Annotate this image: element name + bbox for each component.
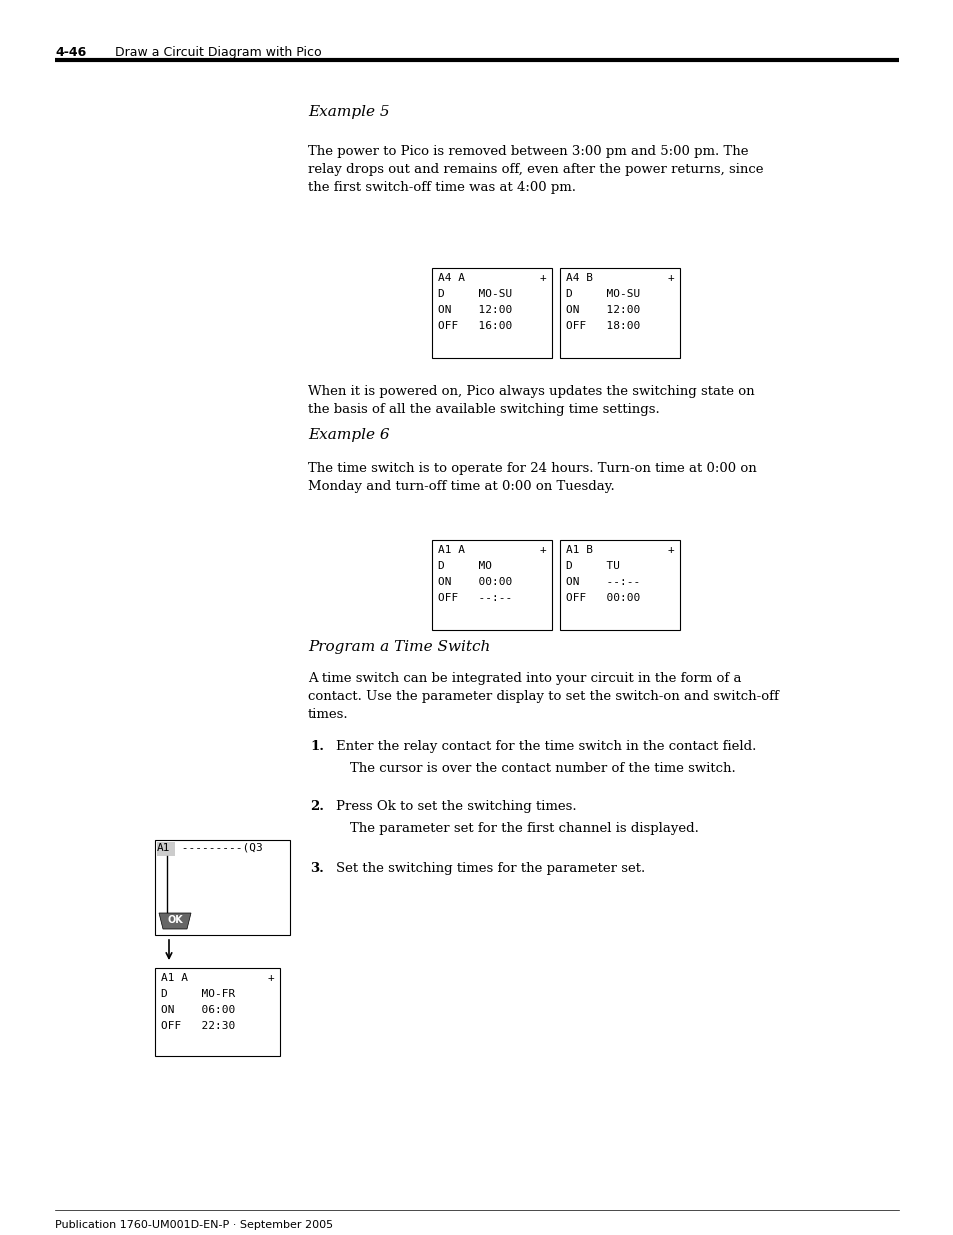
Text: the basis of all the available switching time settings.: the basis of all the available switching… [308, 403, 659, 416]
Text: 4-46: 4-46 [55, 46, 86, 59]
Text: The power to Pico is removed between 3:00 pm and 5:00 pm. The: The power to Pico is removed between 3:0… [308, 144, 748, 158]
Bar [157, 842, 174, 856]
Text: D     MO-SU: D MO-SU [437, 289, 512, 299]
Bar [559, 540, 679, 630]
Text: ---------(Q3: ---------(Q3 [174, 844, 262, 853]
Text: Example 5: Example 5 [308, 105, 389, 119]
Text: D     MO-FR: D MO-FR [161, 989, 235, 999]
Text: А1 B: А1 B [565, 545, 593, 555]
Polygon shape [159, 913, 191, 929]
Text: OFF   16:00: OFF 16:00 [437, 321, 512, 331]
Text: OFF   22:30: OFF 22:30 [161, 1021, 235, 1031]
Text: +: + [538, 273, 545, 283]
Text: D     MO-SU: D MO-SU [565, 289, 639, 299]
Text: Enter the relay contact for the time switch in the contact field.: Enter the relay contact for the time swi… [335, 740, 756, 753]
Text: D     MO: D MO [437, 561, 492, 571]
Bar [154, 968, 280, 1056]
Text: The time switch is to operate for 24 hours. Turn-on time at 0:00 on: The time switch is to operate for 24 hou… [308, 462, 756, 475]
Text: OK: OK [167, 915, 183, 925]
Text: Example 6: Example 6 [308, 429, 389, 442]
Bar [154, 840, 290, 935]
Text: A time switch can be integrated into your circuit in the form of a: A time switch can be integrated into you… [308, 672, 740, 685]
Text: The parameter set for the first channel is displayed.: The parameter set for the first channel … [350, 823, 699, 835]
Text: А1 A: А1 A [161, 973, 188, 983]
Text: D     TU: D TU [565, 561, 619, 571]
Text: OFF   --:--: OFF --:-- [437, 593, 512, 603]
Text: ON    12:00: ON 12:00 [565, 305, 639, 315]
Text: When it is powered on, Pico always updates the switching state on: When it is powered on, Pico always updat… [308, 385, 754, 398]
Text: the first switch-off time was at 4:00 pm.: the first switch-off time was at 4:00 pm… [308, 182, 576, 194]
Text: А1 A: А1 A [437, 545, 464, 555]
Text: Program a Time Switch: Program a Time Switch [308, 640, 490, 655]
Text: Publication 1760-UM001D-EN-P · September 2005: Publication 1760-UM001D-EN-P · September… [55, 1220, 333, 1230]
Bar [432, 540, 552, 630]
Text: Draw a Circuit Diagram with Pico: Draw a Circuit Diagram with Pico [115, 46, 321, 59]
Text: +: + [538, 545, 545, 555]
Text: contact. Use the parameter display to set the switch-on and switch-off: contact. Use the parameter display to se… [308, 690, 778, 703]
Text: ON    00:00: ON 00:00 [437, 577, 512, 587]
Text: +: + [666, 273, 673, 283]
Text: Press Ok to set the switching times.: Press Ok to set the switching times. [335, 800, 576, 813]
Text: OFF   00:00: OFF 00:00 [565, 593, 639, 603]
Text: 2.: 2. [310, 800, 324, 813]
Text: А4 B: А4 B [565, 273, 593, 283]
Bar [432, 268, 552, 358]
Text: times.: times. [308, 708, 348, 721]
Text: А4 A: А4 A [437, 273, 464, 283]
Text: А1: А1 [157, 844, 171, 853]
Text: relay drops out and remains off, even after the power returns, since: relay drops out and remains off, even af… [308, 163, 762, 177]
Text: 3.: 3. [310, 862, 323, 876]
Text: ON    06:00: ON 06:00 [161, 1005, 235, 1015]
Bar [559, 268, 679, 358]
Text: +: + [666, 545, 673, 555]
Text: ON    12:00: ON 12:00 [437, 305, 512, 315]
Text: OFF   18:00: OFF 18:00 [565, 321, 639, 331]
Text: +: + [267, 973, 274, 983]
Text: ON    --:--: ON --:-- [565, 577, 639, 587]
Text: Set the switching times for the parameter set.: Set the switching times for the paramete… [335, 862, 644, 876]
Text: Monday and turn-off time at 0:00 on Tuesday.: Monday and turn-off time at 0:00 on Tues… [308, 480, 614, 493]
Text: 1.: 1. [310, 740, 324, 753]
Text: The cursor is over the contact number of the time switch.: The cursor is over the contact number of… [350, 762, 735, 776]
